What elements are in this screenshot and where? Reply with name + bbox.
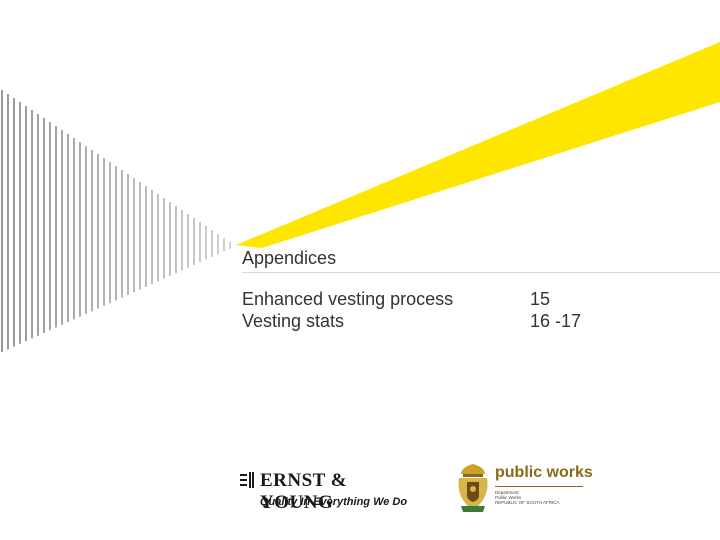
coat-of-arms-icon [458,464,488,512]
title-underline [242,272,720,273]
toc-label: Enhanced vesting process [242,289,454,309]
ernst-young-logo: ERNST & YOUNG Quality In Everything We D… [240,470,410,514]
toc-page: 16 -17 [530,311,582,331]
toc-label: Vesting stats [242,311,345,331]
toc-page: 15 [530,289,551,309]
ey-name: ERNST & YOUNG [260,470,348,513]
public-works-subline: Public Works [495,495,522,500]
public-works-subline: REPUBLIC OF SOUTH AFRICA [495,500,560,505]
gray-stripes [1,90,231,352]
slide-title: Appendices [242,248,337,268]
ey-mark-icon [240,472,254,488]
public-works-logo: public works Department: Public Works RE… [455,462,595,518]
yellow-beam [236,42,720,248]
public-works-name: public works [495,464,593,481]
public-works-subline: Department: [495,490,520,495]
public-works-divider [495,486,583,487]
ey-tagline: Quality In Everything We Do [260,496,408,508]
